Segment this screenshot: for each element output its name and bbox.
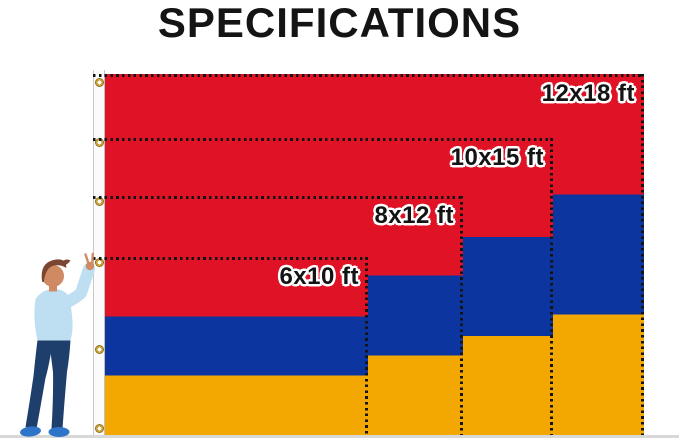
person-hand [84, 252, 95, 271]
person-neck [49, 285, 57, 292]
grommet-icon [95, 345, 104, 354]
person-pants [25, 340, 71, 429]
flag-outline-dotted-top [93, 196, 463, 199]
flag-stripes [105, 257, 368, 435]
floor-line [0, 435, 679, 438]
flag-outline-dotted-top [93, 74, 644, 77]
flag-outline-dotted-top [93, 257, 368, 260]
flag-outline-dotted-right [641, 74, 644, 435]
grommet-icon [95, 78, 104, 87]
person-hair [41, 259, 71, 282]
flag-size-label: 8x12 ft [374, 202, 454, 229]
flag-size-label: 12x18 ft [541, 80, 635, 107]
grommet-icon [95, 138, 104, 147]
flag-outline-dotted-right [460, 196, 463, 435]
person-head [42, 265, 64, 287]
grommet-icon [95, 424, 104, 433]
flag-outline-dotted-top [93, 138, 553, 141]
person-arm [56, 263, 95, 311]
flag-size-label: 10x15 ft [450, 144, 544, 171]
flag-outline-dotted-right [365, 257, 368, 435]
flag-outline-dotted-right [550, 138, 553, 435]
flag-size-label: 6x10 ft [279, 263, 359, 290]
flag-pole-sleeve [93, 70, 105, 435]
flag-6x10: 6x10 ft [93, 257, 368, 435]
person-illustration [20, 252, 95, 437]
page-title: SPECIFICATIONS [157, 0, 522, 46]
grommet-icon [95, 258, 104, 267]
person-shoes [20, 426, 70, 437]
grommet-icon [95, 197, 104, 206]
